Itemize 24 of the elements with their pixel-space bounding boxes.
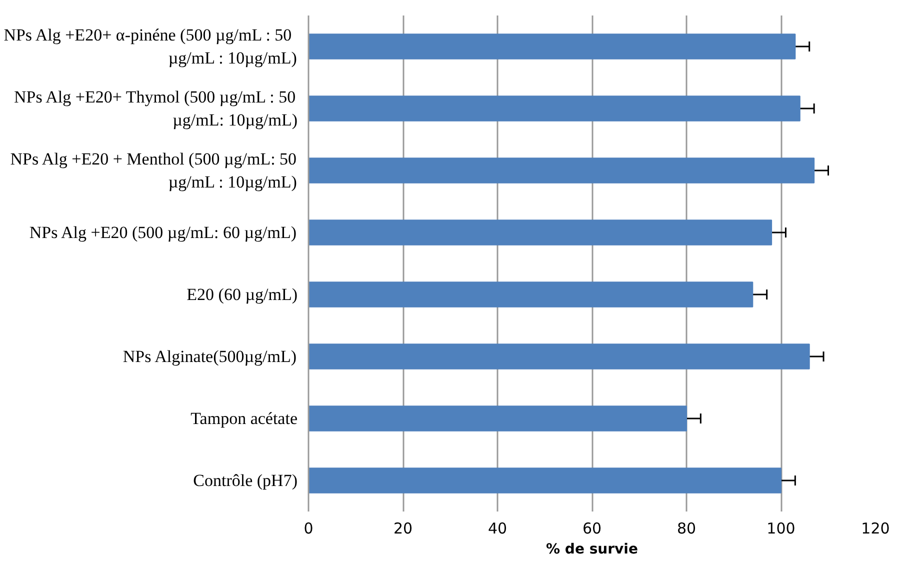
bar [308,468,782,494]
bar [308,158,815,184]
x-tick-label: 120 [861,520,890,538]
x-tick-label: 40 [488,520,508,538]
y-tick-label: NPs Alg +E20 + Menthol (500 µg/mL: 50 µg/mL : 10µg/mL) [10,150,297,192]
x-tick-label: 80 [676,520,696,538]
x-tick-label: 100 [766,520,796,538]
x-axis-title: % de survie [546,542,638,558]
bar [308,406,687,432]
x-tick-label: 60 [582,520,602,538]
bar [308,282,754,308]
y-tick-label: Tampon acétate [190,409,298,428]
bar [308,220,772,246]
y-tick-label: NPs Alginate(500µg/mL) [122,347,297,366]
bar [308,34,796,60]
x-tick-label: 0 [304,520,314,538]
x-tick-label: 20 [393,520,413,538]
bar [308,344,810,370]
bar [308,96,800,122]
y-tick-label: Contrôle (pH7) [193,471,298,490]
y-tick-label: E20 (60 µg/mL) [186,285,298,304]
y-tick-label: NPs Alg +E20+ α-pinéne (500 µg/mL : 50 µg/mL : 10µg/mL) [4,26,297,68]
y-tick-label: NPs Alg +E20+ Thymol (500 µg/mL : 50 µg/mL: 10µg/mL) [14,88,298,130]
y-tick-label: NPs Alg +E20 (500 µg/mL: 60 µg/mL) [29,223,297,242]
